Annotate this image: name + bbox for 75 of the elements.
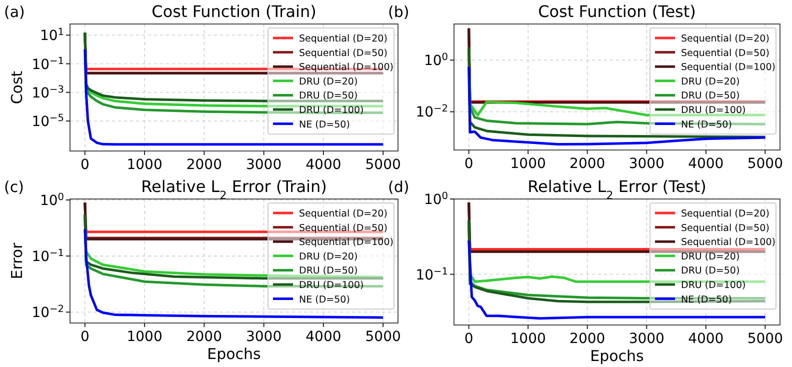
y-tick-label: 10$^{−5}$ bbox=[32, 112, 64, 130]
legend-label: Sequential (D=20) bbox=[299, 34, 388, 44]
x-tick-label: 4000 bbox=[688, 331, 724, 347]
legend-label: DRU (D=100) bbox=[681, 280, 746, 291]
legend-label: DRU (D=50) bbox=[299, 266, 358, 277]
legend-label: NE (D=50) bbox=[299, 294, 350, 306]
y-tick-label: 10$^{−1}$ bbox=[416, 266, 448, 284]
y-axis-title: Error bbox=[8, 242, 26, 280]
legend-label: Sequential (D=50) bbox=[299, 48, 388, 59]
x-tick-label: 2000 bbox=[186, 329, 222, 345]
y-tick-label: 10$^{−2}$ bbox=[32, 304, 64, 322]
y-tick-label: 10$^{0}$ bbox=[40, 191, 64, 209]
legend-label: DRU (D=100) bbox=[681, 105, 746, 116]
x-tick-label: 1000 bbox=[126, 329, 162, 345]
x-tick-label: 2000 bbox=[186, 157, 222, 173]
legend-label: Sequential (D=100) bbox=[681, 237, 776, 248]
x-tick-label: 1000 bbox=[510, 156, 546, 172]
legend-label: Sequential (D=50) bbox=[299, 222, 388, 234]
chart-title: Relative L$_{2}$ Error (Train) bbox=[141, 177, 327, 202]
legend-label: NE (D=50) bbox=[299, 119, 350, 130]
x-tick-label: 4000 bbox=[306, 157, 342, 173]
text: (c) bbox=[4, 178, 24, 196]
legend-label: Sequential (D=50) bbox=[681, 48, 770, 59]
legend-label: Sequential (D=100) bbox=[299, 237, 394, 248]
x-tick-label: 3000 bbox=[628, 331, 664, 347]
x-tick-label: 2000 bbox=[570, 331, 606, 347]
y-tick-label: 10$^{−1}$ bbox=[32, 248, 64, 266]
x-tick-label: 4000 bbox=[688, 156, 724, 172]
y-tick-label: 10$^{0}$ bbox=[424, 190, 448, 208]
y-axis-title: Cost bbox=[8, 70, 26, 104]
legend-label: DRU (D=100) bbox=[299, 280, 364, 291]
x-tick-label: 0 bbox=[80, 329, 90, 345]
legend-label: NE (D=50) bbox=[681, 294, 732, 306]
x-tick-label: 5000 bbox=[365, 157, 401, 173]
legend-label: Sequential (D=100) bbox=[299, 62, 394, 74]
x-tick-label: 5000 bbox=[747, 156, 783, 172]
x-axis-title: Epochs bbox=[207, 345, 262, 363]
legend-label: Sequential (D=20) bbox=[299, 208, 388, 220]
x-tick-label: 4000 bbox=[306, 329, 342, 345]
legend-label: Sequential (D=50) bbox=[681, 222, 770, 234]
text: (d) bbox=[388, 178, 410, 196]
legend-label: NE (D=50) bbox=[681, 119, 732, 130]
legend-label: Sequential (D=20) bbox=[681, 34, 770, 44]
legend-label: DRU (D=20) bbox=[299, 76, 358, 88]
x-tick-label: 3000 bbox=[628, 156, 664, 172]
y-tick-label: 10$^{1}$ bbox=[40, 26, 64, 44]
x-tick-label: 1000 bbox=[510, 331, 546, 347]
legend-label: Sequential (D=100) bbox=[681, 62, 776, 74]
legend-label: DRU (D=20) bbox=[299, 251, 358, 262]
x-tick-label: 5000 bbox=[747, 331, 783, 347]
text: (a) bbox=[4, 3, 25, 21]
legend-label: DRU (D=20) bbox=[681, 76, 740, 88]
y-tick-label: 10$^{−2}$ bbox=[416, 103, 448, 121]
x-tick-label: 1000 bbox=[126, 157, 162, 173]
chart-title: Cost Function (Test) bbox=[538, 2, 696, 21]
y-tick-label: 10$^{0}$ bbox=[424, 52, 448, 70]
x-tick-label: 0 bbox=[464, 331, 474, 347]
x-axis-title: Epochs bbox=[590, 347, 644, 365]
chart-title: Relative L$_{2}$ Error (Test) bbox=[528, 177, 706, 202]
legend-label: DRU (D=20) bbox=[681, 251, 740, 262]
legend-label: DRU (D=50) bbox=[681, 90, 740, 102]
x-tick-label: 2000 bbox=[570, 156, 606, 172]
x-tick-label: 0 bbox=[464, 156, 474, 172]
legend-label: DRU (D=50) bbox=[681, 266, 740, 277]
chart-title: Cost Function (Train) bbox=[152, 2, 316, 21]
legend-label: Sequential (D=20) bbox=[681, 208, 770, 220]
x-tick-label: 3000 bbox=[246, 329, 282, 345]
legend-label: DRU (D=100) bbox=[299, 105, 364, 116]
x-tick-label: 5000 bbox=[365, 329, 401, 345]
legend-label: DRU (D=50) bbox=[299, 90, 358, 102]
text: (b) bbox=[388, 3, 410, 21]
x-tick-label: 0 bbox=[80, 157, 90, 173]
y-tick-label: 10$^{−3}$ bbox=[32, 84, 64, 102]
x-tick-label: 3000 bbox=[246, 157, 282, 173]
y-tick-label: 10$^{−1}$ bbox=[32, 55, 64, 73]
